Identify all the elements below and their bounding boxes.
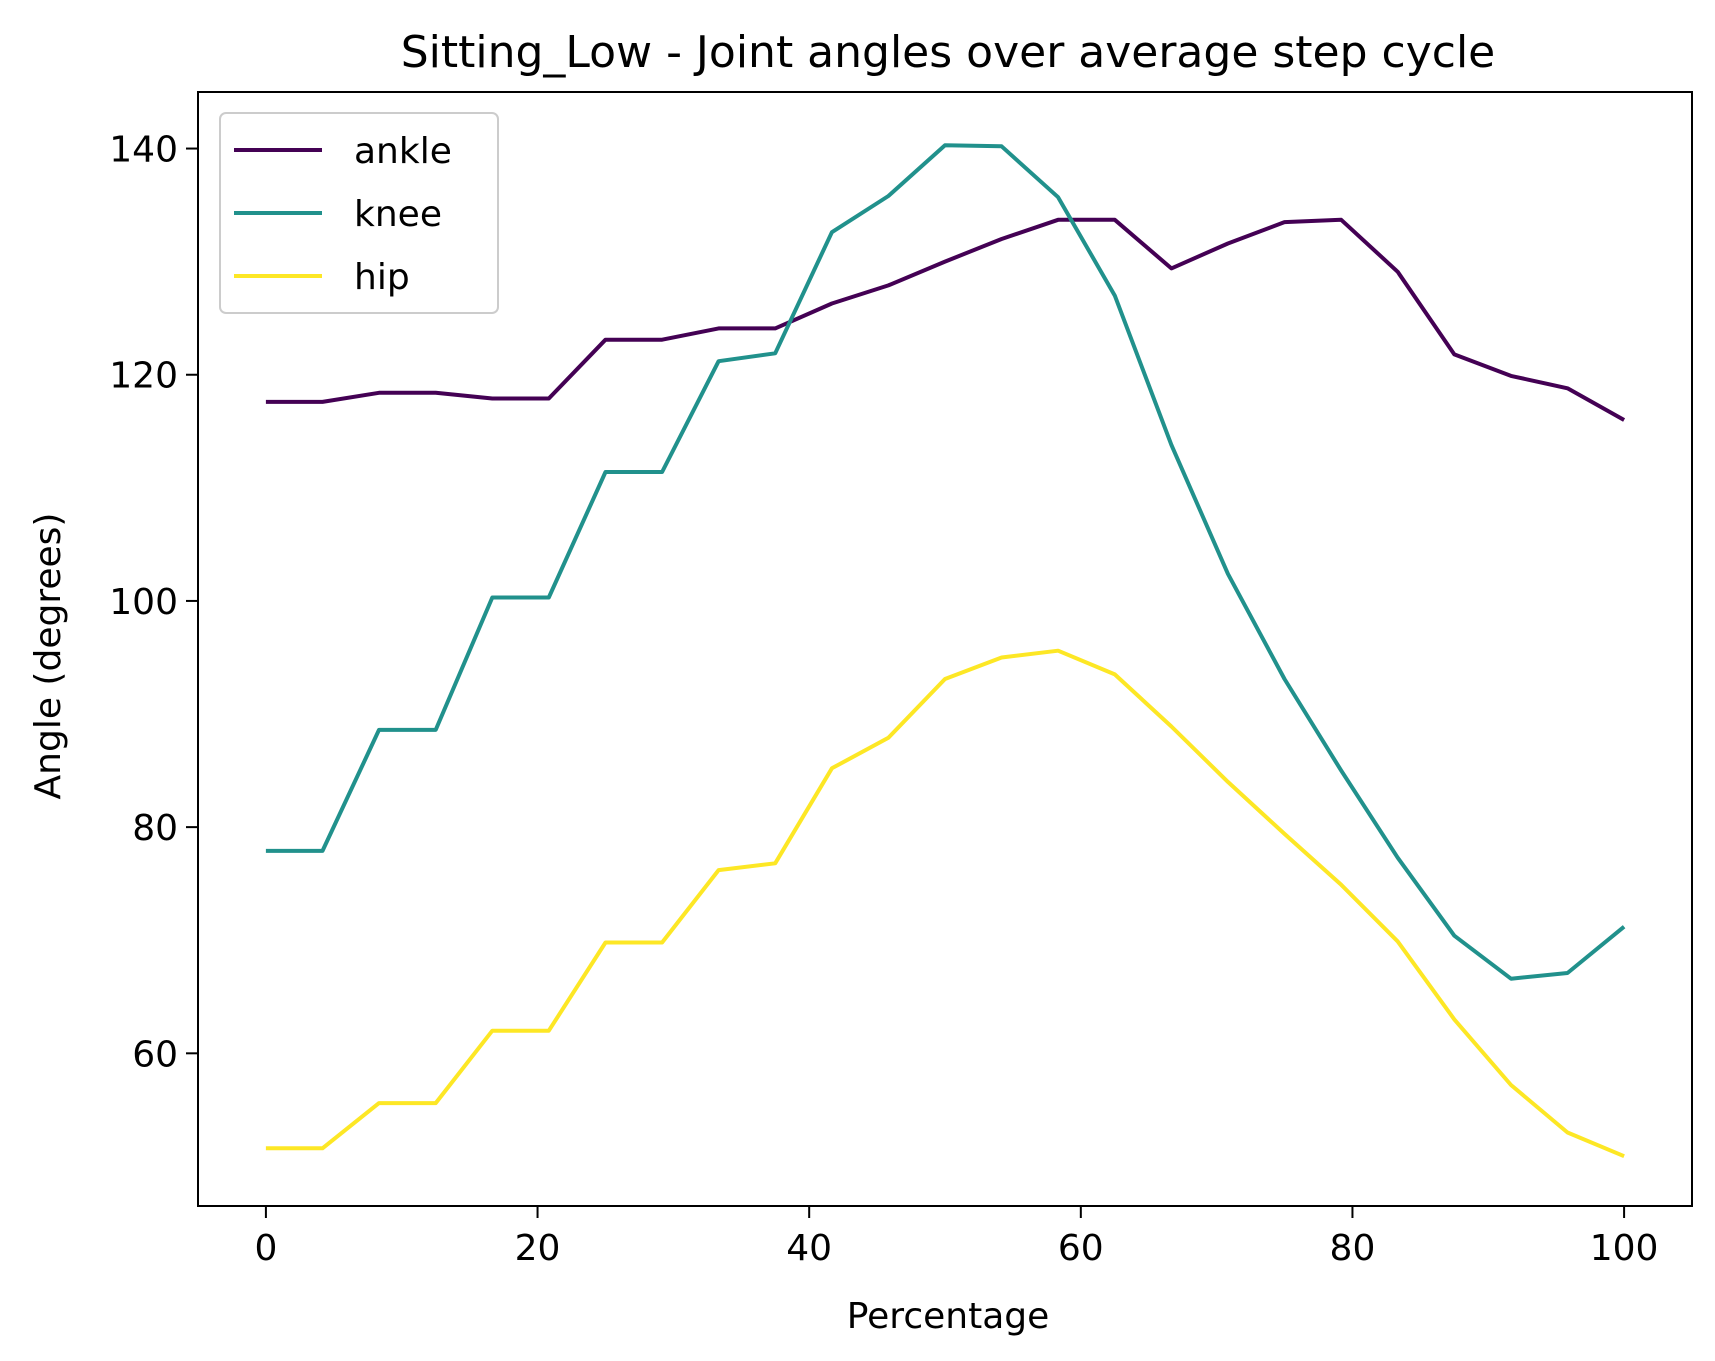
- x-tick-label: 80: [1330, 1228, 1376, 1269]
- y-tick-label: 80: [132, 808, 178, 849]
- chart-title: Sitting_Low - Joint angles over average …: [401, 27, 1496, 78]
- plot-area: [197, 91, 1693, 1207]
- legend-label-hip: hip: [354, 257, 410, 298]
- y-tick-label: 100: [109, 582, 178, 623]
- legend-label-ankle: ankle: [354, 131, 452, 172]
- legend-box: [219, 112, 499, 314]
- x-tick-label: 60: [1058, 1228, 1104, 1269]
- y-axis-label: Angle (degrees): [28, 513, 69, 800]
- x-tick-label: 0: [254, 1228, 277, 1269]
- y-tick-label: 120: [109, 356, 178, 397]
- series-line-knee: [265, 143, 1626, 981]
- x-axis-label: Percentage: [847, 1296, 1050, 1337]
- y-tick-label: 140: [109, 130, 178, 171]
- series-line-ankle: [265, 217, 1626, 422]
- x-tick-label: 20: [515, 1228, 561, 1269]
- series-line-hip: [265, 648, 1625, 1159]
- legend-label-knee: knee: [354, 194, 442, 235]
- series-lines: [265, 143, 1626, 1159]
- y-tick-label: 60: [132, 1034, 178, 1075]
- plot-frame: [197, 91, 1693, 1207]
- y-axis: 60 80 100 120 140: [109, 130, 198, 1075]
- x-tick-label: 100: [1590, 1228, 1659, 1269]
- x-axis: 0 20 40 60 80 100: [254, 1206, 1658, 1269]
- x-tick-label: 40: [786, 1228, 832, 1269]
- legend: ankle knee hip: [219, 112, 499, 314]
